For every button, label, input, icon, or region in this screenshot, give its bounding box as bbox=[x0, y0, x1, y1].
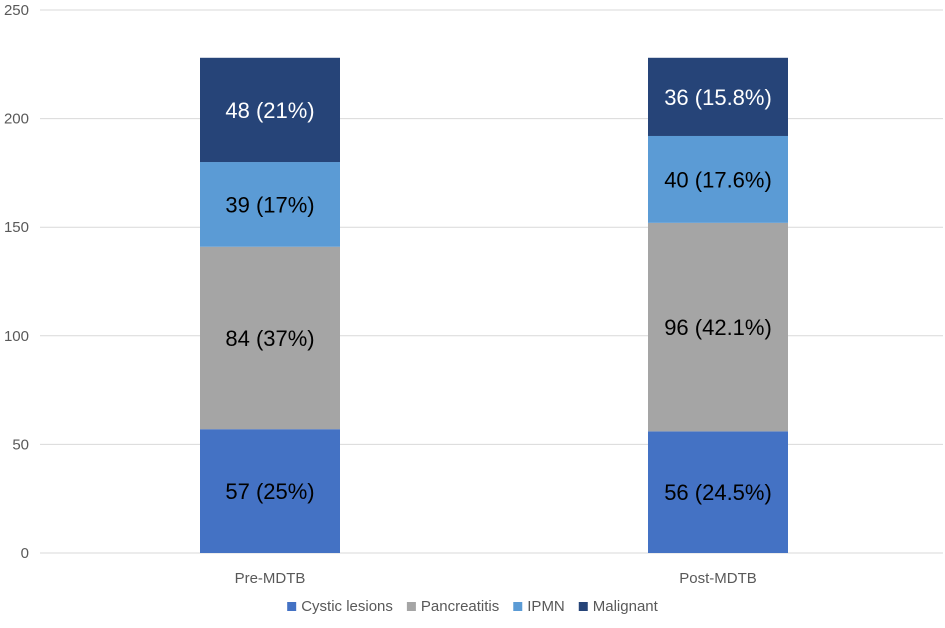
legend: Cystic lesions Pancreatitis IPMN Malignant bbox=[287, 598, 659, 615]
y-tick-label: 0 bbox=[21, 545, 29, 562]
legend-item: Cystic lesions bbox=[287, 598, 393, 615]
bar-segment bbox=[200, 246, 340, 430]
data-label: 56 (24.5%) bbox=[664, 480, 772, 505]
legend-item: IPMN bbox=[513, 598, 565, 615]
bar-segment bbox=[648, 57, 788, 136]
x-category-label: Pre-MDTB bbox=[235, 570, 306, 587]
y-axis: 0 50 100 150 200 250 bbox=[4, 2, 29, 562]
legend-label: Pancreatitis bbox=[421, 598, 499, 615]
legend-item: Malignant bbox=[578, 598, 659, 615]
legend-label: Malignant bbox=[593, 598, 659, 615]
y-tick-label: 100 bbox=[4, 328, 29, 345]
y-tick-label: 50 bbox=[12, 436, 29, 453]
bar-segment bbox=[648, 222, 788, 432]
data-label: 96 (42.1%) bbox=[664, 315, 772, 340]
data-label: 36 (15.8%) bbox=[664, 85, 772, 110]
legend-swatch bbox=[513, 602, 523, 611]
bar-segment bbox=[200, 57, 340, 163]
legend-label: IPMN bbox=[527, 598, 565, 615]
legend-item: Pancreatitis bbox=[406, 598, 499, 615]
y-tick-label: 200 bbox=[4, 111, 29, 128]
bar-segment bbox=[648, 135, 788, 223]
y-tick-label: 250 bbox=[4, 2, 29, 19]
bar-segment bbox=[200, 162, 340, 247]
bar-segment bbox=[200, 429, 340, 553]
data-label: 40 (17.6%) bbox=[664, 167, 772, 192]
legend-swatch bbox=[406, 602, 416, 611]
x-axis: Pre-MDTB Post-MDTB bbox=[235, 570, 757, 587]
legend-swatch bbox=[578, 602, 588, 611]
data-label: 39 (17%) bbox=[225, 192, 314, 217]
data-label: 84 (37%) bbox=[225, 326, 314, 351]
data-label: 48 (21%) bbox=[225, 98, 314, 123]
y-tick-label: 150 bbox=[4, 219, 29, 236]
legend-label: Cystic lesions bbox=[301, 598, 393, 615]
bar-segment bbox=[648, 431, 788, 553]
legend-swatch bbox=[287, 602, 297, 611]
x-category-label: Post-MDTB bbox=[679, 570, 757, 587]
data-label: 57 (25%) bbox=[225, 479, 314, 504]
bars: 57 (25%) 84 (37%) 39 (17%) 48 (21%) 56 (24.5… bbox=[200, 57, 788, 553]
gridlines bbox=[40, 9, 943, 554]
